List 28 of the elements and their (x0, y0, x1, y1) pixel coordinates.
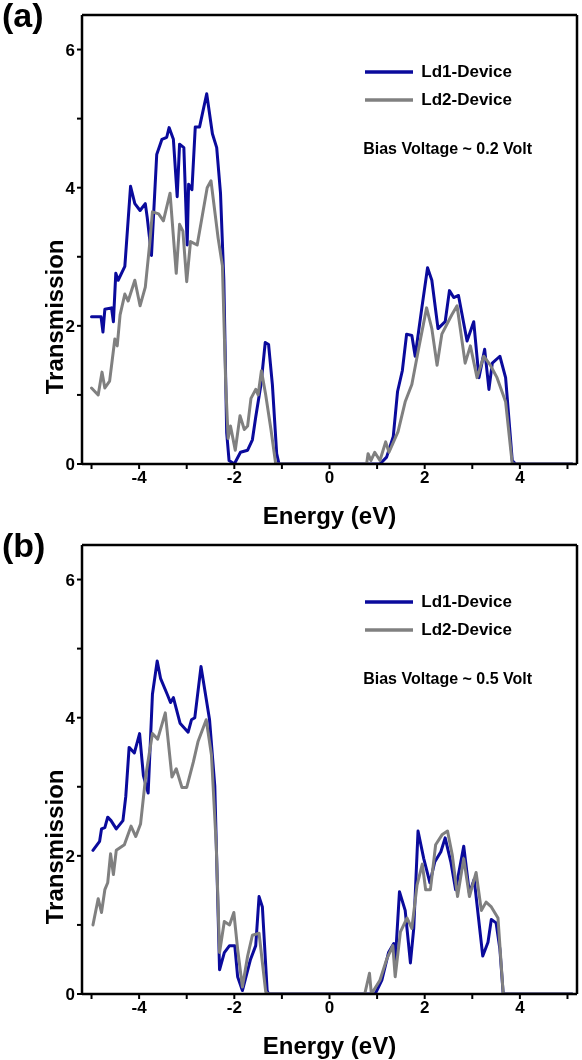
x-tick-label: -2 (226, 468, 242, 488)
legend-label: Ld1-Device (421, 591, 512, 613)
y-tick-label: 0 (65, 985, 75, 1005)
legend-label: Ld2-Device (421, 619, 512, 641)
x-tick-label: 0 (324, 998, 335, 1018)
x-tick-label: 4 (515, 468, 526, 488)
y-tick-label: 2 (65, 316, 75, 336)
x-tick-label: 0 (324, 468, 335, 488)
chart-title: (a) (2, 0, 44, 35)
x-tick-label: -4 (131, 998, 148, 1018)
annotation: Bias Voltage ~ 0.5 Volt (363, 670, 532, 688)
y-tick-label: 4 (65, 708, 76, 728)
x-tick-label: 2 (419, 998, 430, 1018)
y-tick-label: 6 (65, 570, 75, 590)
x-tick-label: -4 (131, 468, 148, 488)
x-tick-label: -2 (226, 998, 242, 1018)
y-tick-label: 6 (65, 40, 75, 60)
y-tick-label: 4 (65, 178, 76, 198)
chart-title: (b) (2, 526, 46, 565)
y-tick-label: 0 (65, 455, 75, 475)
x-axis-title: Energy (eV) (262, 502, 397, 529)
legend-label: Ld2-Device (421, 89, 512, 111)
legend-label: Ld1-Device (421, 61, 512, 83)
x-tick-label: 4 (515, 998, 526, 1018)
annotation: Bias Voltage ~ 0.2 Volt (363, 140, 532, 158)
x-tick-label: 2 (419, 468, 430, 488)
y-tick-label: 2 (65, 846, 75, 866)
x-axis-title: Energy (eV) (262, 1032, 397, 1059)
